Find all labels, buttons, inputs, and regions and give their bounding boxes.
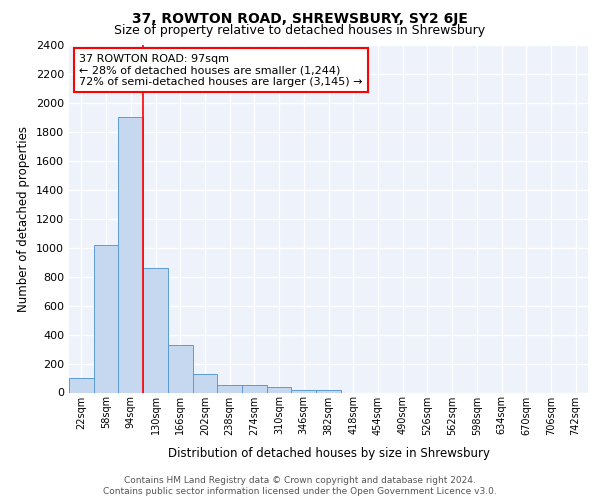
Y-axis label: Number of detached properties: Number of detached properties xyxy=(17,126,31,312)
Text: 37 ROWTON ROAD: 97sqm
← 28% of detached houses are smaller (1,244)
72% of semi-d: 37 ROWTON ROAD: 97sqm ← 28% of detached … xyxy=(79,54,363,87)
Bar xyxy=(168,346,193,393)
Text: Size of property relative to detached houses in Shrewsbury: Size of property relative to detached ho… xyxy=(115,24,485,37)
Bar xyxy=(193,374,217,392)
Bar xyxy=(267,388,292,392)
Bar xyxy=(316,390,341,392)
Bar xyxy=(217,384,242,392)
Bar xyxy=(143,268,168,392)
Text: 37, ROWTON ROAD, SHREWSBURY, SY2 6JE: 37, ROWTON ROAD, SHREWSBURY, SY2 6JE xyxy=(132,12,468,26)
Text: Distribution of detached houses by size in Shrewsbury: Distribution of detached houses by size … xyxy=(168,448,490,460)
Text: Contains public sector information licensed under the Open Government Licence v3: Contains public sector information licen… xyxy=(103,487,497,496)
Text: Contains HM Land Registry data © Crown copyright and database right 2024.: Contains HM Land Registry data © Crown c… xyxy=(124,476,476,485)
Bar xyxy=(242,386,267,392)
Bar xyxy=(94,245,118,392)
Bar xyxy=(292,390,316,392)
Bar xyxy=(118,118,143,392)
Bar xyxy=(69,378,94,392)
